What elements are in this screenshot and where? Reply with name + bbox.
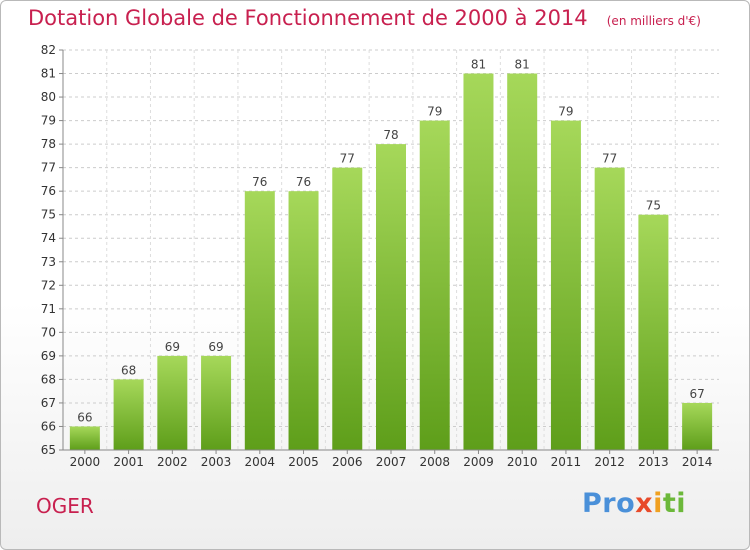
data-label: 76 <box>296 175 311 189</box>
x-tick-label: 2009 <box>463 455 494 469</box>
proxiti-logo[interactable]: Proxiti <box>582 488 687 519</box>
y-tick-label: 70 <box>41 325 56 339</box>
bar <box>288 191 319 451</box>
x-tick-label: 2002 <box>157 455 188 469</box>
bar <box>201 355 232 450</box>
x-tick-label: 2005 <box>288 455 319 469</box>
y-tick-label: 78 <box>41 137 56 151</box>
data-label: 81 <box>471 58 486 72</box>
bar <box>638 214 669 450</box>
bar <box>682 402 713 450</box>
data-label: 79 <box>558 105 573 119</box>
y-tick-label: 65 <box>41 443 56 457</box>
bar <box>69 426 100 450</box>
x-tick-label: 2001 <box>113 455 144 469</box>
chart-unit: (en milliers d'€) <box>606 14 701 28</box>
data-label: 68 <box>121 363 136 377</box>
chart-title: Dotation Globale de Fonctionnement de 20… <box>28 6 701 30</box>
bar <box>157 355 188 450</box>
x-tick-label: 2003 <box>201 455 232 469</box>
x-tick-label: 2008 <box>419 455 450 469</box>
x-tick-label: 2004 <box>245 455 276 469</box>
data-label: 77 <box>340 152 355 166</box>
y-tick-label: 75 <box>41 208 56 222</box>
y-tick-label: 77 <box>41 161 56 175</box>
y-tick-label: 82 <box>41 43 56 57</box>
bar <box>376 144 406 450</box>
data-label: 75 <box>646 199 661 213</box>
x-tick-label: 2014 <box>682 455 713 469</box>
data-label: 67 <box>689 387 704 401</box>
bar <box>550 120 581 451</box>
x-tick-label: 2012 <box>594 455 625 469</box>
bar <box>463 73 494 450</box>
y-tick-label: 79 <box>41 114 56 128</box>
bar <box>594 167 625 450</box>
bar <box>244 191 275 451</box>
bar <box>507 73 538 450</box>
y-tick-label: 73 <box>41 255 56 269</box>
y-tick-label: 66 <box>41 419 56 433</box>
data-label: 69 <box>165 340 180 354</box>
y-tick-label: 67 <box>41 396 56 410</box>
data-label: 78 <box>383 128 398 142</box>
y-tick-label: 81 <box>41 67 56 81</box>
y-tick-label: 71 <box>41 302 56 316</box>
bar <box>332 167 363 450</box>
data-label: 81 <box>515 58 530 72</box>
y-tick-label: 72 <box>41 278 56 292</box>
x-tick-label: 2007 <box>376 455 407 469</box>
x-tick-label: 2013 <box>638 455 669 469</box>
y-tick-label: 74 <box>41 231 56 245</box>
y-tick-label: 80 <box>41 90 56 104</box>
x-tick-label: 2010 <box>507 455 538 469</box>
x-tick-label: 2011 <box>551 455 582 469</box>
x-tick-label: 2006 <box>332 455 363 469</box>
data-label: 66 <box>77 410 92 424</box>
city-name: OGER <box>36 494 94 518</box>
y-tick-label: 68 <box>41 372 56 386</box>
data-label: 69 <box>208 340 223 354</box>
bar <box>113 379 144 450</box>
data-label: 77 <box>602 152 617 166</box>
x-tick-label: 2000 <box>70 455 101 469</box>
bar <box>419 120 450 451</box>
data-label: 76 <box>252 175 267 189</box>
data-label: 79 <box>427 105 442 119</box>
chart-title-text: Dotation Globale de Fonctionnement de 20… <box>28 6 588 30</box>
y-tick-label: 69 <box>41 349 56 363</box>
y-tick-label: 76 <box>41 184 56 198</box>
